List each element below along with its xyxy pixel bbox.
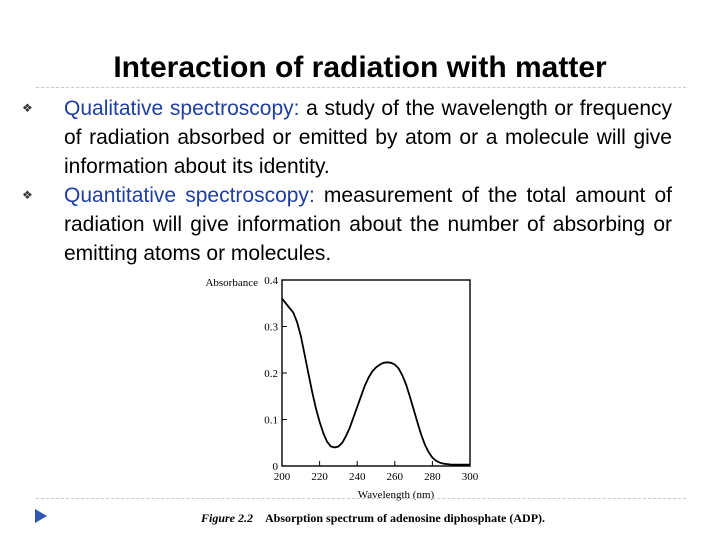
slide-title: Interaction of radiation with matter — [113, 51, 607, 84]
y-tick-label: 0.2 — [264, 368, 278, 380]
y-tick-label: 0 — [273, 461, 279, 473]
bullet-text: a study of the wavelength or frequency o… — [64, 97, 673, 178]
x-tick-label: 260 — [387, 471, 404, 483]
footer-divider — [36, 498, 686, 499]
plot-frame — [281, 279, 471, 467]
play-triangle-icon[interactable] — [34, 508, 48, 529]
absorption-figure: 0 0.1 0.2 0.3 0.4 200 220 240 260 280 300 Absorbanc… — [196, 270, 606, 537]
bullet-quantitative: ❖ Quantitative spectroscopy: measurement… — [22, 181, 672, 268]
x-tick-label: 240 — [349, 471, 366, 483]
x-tick-label: 300 — [462, 471, 479, 483]
x-axis-label: Wavelength (nm) — [358, 489, 435, 501]
absorption-chart: 0 0.1 0.2 0.3 0.4 200 220 240 260 280 300 Absorbanc… — [200, 275, 545, 525]
title-divider — [36, 87, 686, 88]
x-tick-label: 280 — [424, 471, 441, 483]
y-tick-label: 0.1 — [264, 415, 278, 427]
figure-caption-label: Figure 2.2 — [200, 511, 253, 525]
section-sign-bullet-icon: ❖ — [22, 188, 33, 202]
y-tick-label: 0.4 — [264, 275, 278, 287]
x-tick-label: 200 — [274, 471, 291, 483]
bullet-term: Qualitative spectroscopy — [64, 97, 294, 120]
bullet-term: Quantitative spectroscopy — [64, 184, 309, 207]
bullet-punct: : — [308, 184, 315, 207]
x-tick-label: 220 — [311, 471, 328, 483]
bullet-list: ❖ Qualitative spectroscopy: a study of t… — [22, 94, 672, 268]
bullet-text: measurement of the total amount of radia… — [64, 184, 672, 265]
bullet-qualitative: ❖ Qualitative spectroscopy: a study of t… — [22, 94, 672, 181]
y-axis-label: Absorbance — [205, 277, 258, 289]
bullet-punct: : — [293, 97, 300, 120]
figure-caption-text: Absorption spectrum of adenosine diphosp… — [265, 511, 545, 525]
section-sign-bullet-icon: ❖ — [22, 101, 33, 115]
absorbance-curve — [281, 298, 470, 466]
figure-caption: Figure 2.2 Absorption spectrum of adenosi… — [200, 511, 545, 525]
y-tick-label: 0.3 — [264, 322, 278, 334]
